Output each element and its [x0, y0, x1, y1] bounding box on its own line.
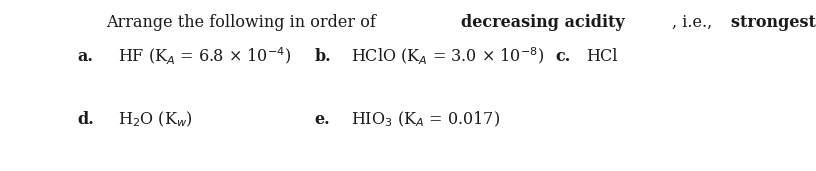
Text: , i.e.,: , i.e., [672, 14, 717, 31]
Text: HClO (K$_{A}$ = 3.0 × 10$^{-8}$): HClO (K$_{A}$ = 3.0 × 10$^{-8}$) [351, 46, 544, 67]
Text: HCl: HCl [586, 48, 618, 65]
Text: c.: c. [555, 48, 570, 65]
Text: Arrange the following in order of: Arrange the following in order of [106, 14, 381, 31]
Text: strongest acid first.: strongest acid first. [730, 14, 816, 31]
Text: b.: b. [314, 48, 330, 65]
Text: e.: e. [314, 111, 330, 128]
Text: H$_{2}$O (K$_{w}$): H$_{2}$O (K$_{w}$) [118, 110, 193, 129]
Text: d.: d. [78, 111, 95, 128]
Text: decreasing acidity: decreasing acidity [461, 14, 624, 31]
Text: HIO$_{3}$ (K$_{A}$ = 0.017): HIO$_{3}$ (K$_{A}$ = 0.017) [351, 110, 500, 129]
Text: a.: a. [78, 48, 93, 65]
Text: HF (K$_{A}$ = 6.8 × 10$^{-4}$): HF (K$_{A}$ = 6.8 × 10$^{-4}$) [118, 46, 291, 67]
